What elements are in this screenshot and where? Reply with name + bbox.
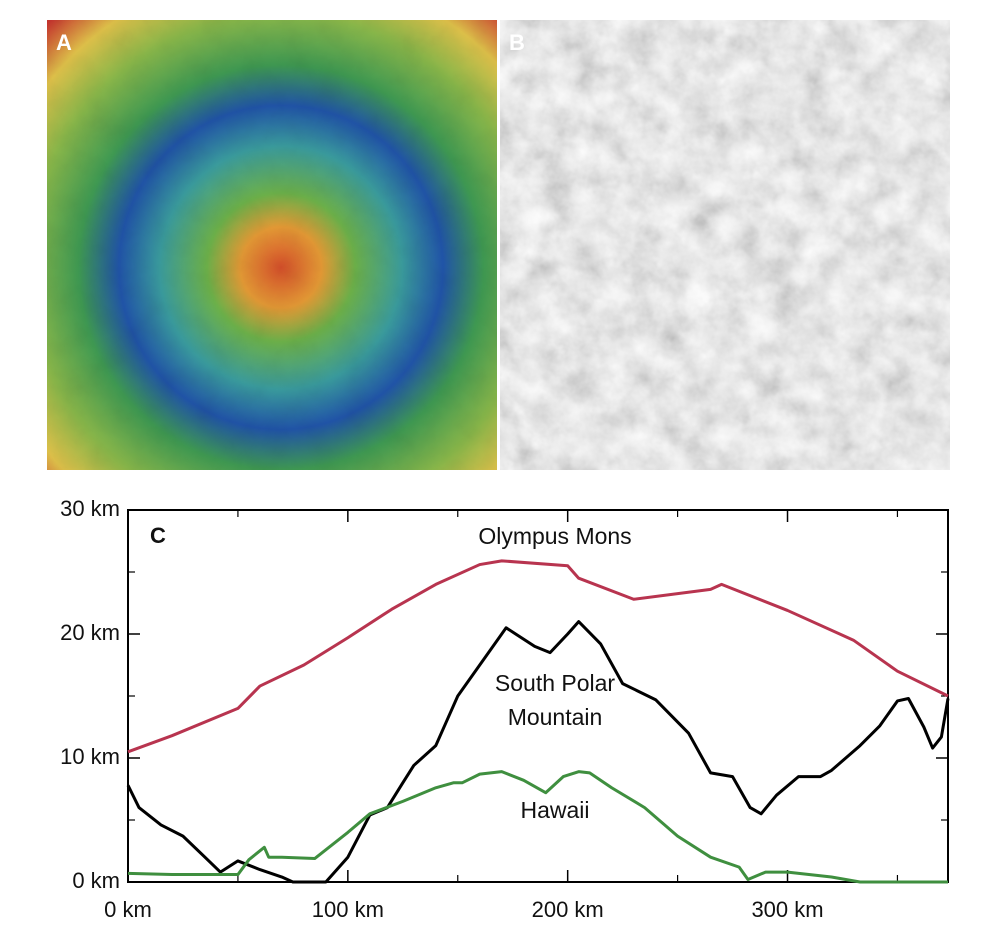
x-tick-label: 0 km [104,897,152,922]
line-series [127,770,948,884]
annotation: Hawaii [520,797,589,823]
image-b [500,20,950,470]
image-a-texture [47,20,497,470]
y-tick-label: 20 km [60,620,120,645]
y-tick-label: 30 km [60,496,120,521]
x-tick-label: 100 km [312,897,384,922]
annotation: South Polar [495,670,616,696]
plot-frame [127,509,949,883]
panel-label: B [509,30,525,55]
x-tick-label: 200 km [532,897,604,922]
y-tick-label: 10 km [60,744,120,769]
panel-label: A [56,30,72,55]
annotation: Olympus Mons [478,523,631,549]
annotation: Mountain [508,704,603,730]
y-tick-label: 0 km [72,868,120,893]
line-series [127,559,949,754]
line-series [126,620,950,884]
panel-label: C [150,523,166,548]
x-tick-label: 300 km [751,897,823,922]
